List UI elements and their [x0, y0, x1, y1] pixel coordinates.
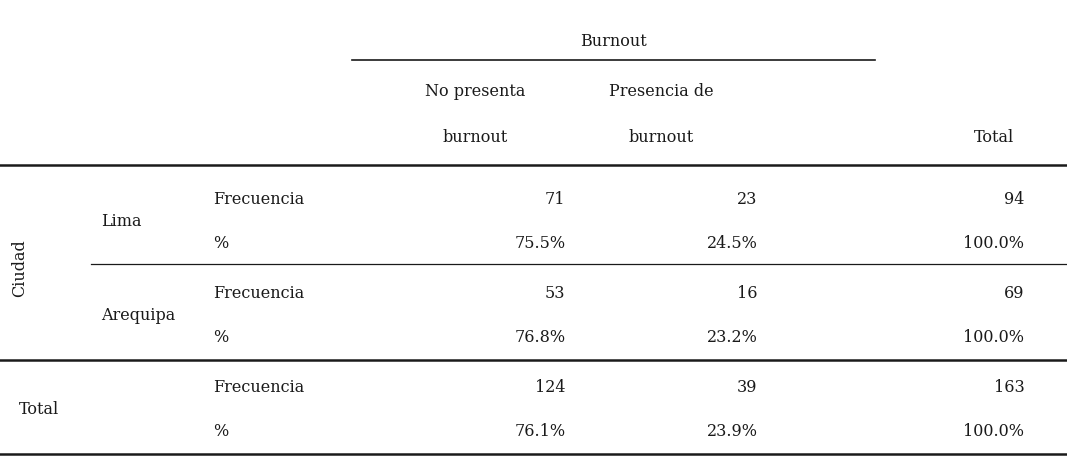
Text: 94: 94: [1004, 191, 1024, 208]
Text: 69: 69: [1004, 285, 1024, 302]
Text: 23.2%: 23.2%: [706, 329, 758, 346]
Text: Burnout: Burnout: [580, 33, 647, 50]
Text: 100.0%: 100.0%: [964, 235, 1024, 252]
Text: 39: 39: [737, 379, 758, 397]
Text: 71: 71: [545, 191, 566, 208]
Text: Lima: Lima: [101, 213, 142, 230]
Text: burnout: burnout: [628, 129, 695, 146]
Text: %: %: [213, 235, 228, 252]
Text: Frecuencia: Frecuencia: [213, 191, 305, 208]
Text: Frecuencia: Frecuencia: [213, 285, 305, 302]
Text: No presenta: No presenta: [425, 83, 525, 101]
Text: Frecuencia: Frecuencia: [213, 379, 305, 397]
Text: Total: Total: [19, 401, 60, 418]
Text: burnout: burnout: [442, 129, 508, 146]
Text: 24.5%: 24.5%: [706, 235, 758, 252]
Text: 23: 23: [737, 191, 758, 208]
Text: 23.9%: 23.9%: [706, 423, 758, 440]
Text: 100.0%: 100.0%: [964, 423, 1024, 440]
Text: Total: Total: [973, 129, 1014, 146]
Text: 76.1%: 76.1%: [514, 423, 566, 440]
Text: %: %: [213, 423, 228, 440]
Text: 53: 53: [545, 285, 566, 302]
Text: 76.8%: 76.8%: [514, 329, 566, 346]
Text: 163: 163: [993, 379, 1024, 397]
Text: Arequipa: Arequipa: [101, 307, 176, 324]
Text: 100.0%: 100.0%: [964, 329, 1024, 346]
Text: Presencia de: Presencia de: [609, 83, 714, 101]
Text: %: %: [213, 329, 228, 346]
Text: 75.5%: 75.5%: [514, 235, 566, 252]
Text: 124: 124: [535, 379, 566, 397]
Text: Ciudad: Ciudad: [11, 240, 28, 297]
Text: 16: 16: [737, 285, 758, 302]
